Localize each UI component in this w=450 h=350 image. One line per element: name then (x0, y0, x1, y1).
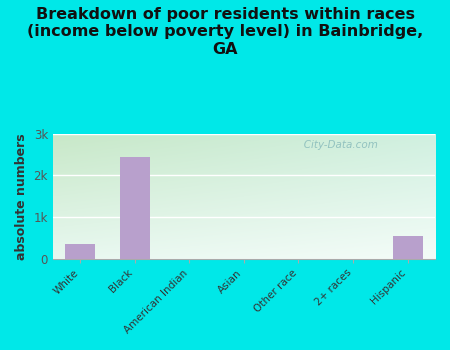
Bar (65, 244, 95, 259)
Bar (393, 236, 423, 259)
Y-axis label: absolute numbers: absolute numbers (15, 133, 28, 259)
Text: City-Data.com: City-Data.com (293, 140, 378, 150)
Text: Breakdown of poor residents within races
(income below poverty level) in Bainbri: Breakdown of poor residents within races… (27, 7, 423, 57)
Bar (120, 157, 150, 259)
